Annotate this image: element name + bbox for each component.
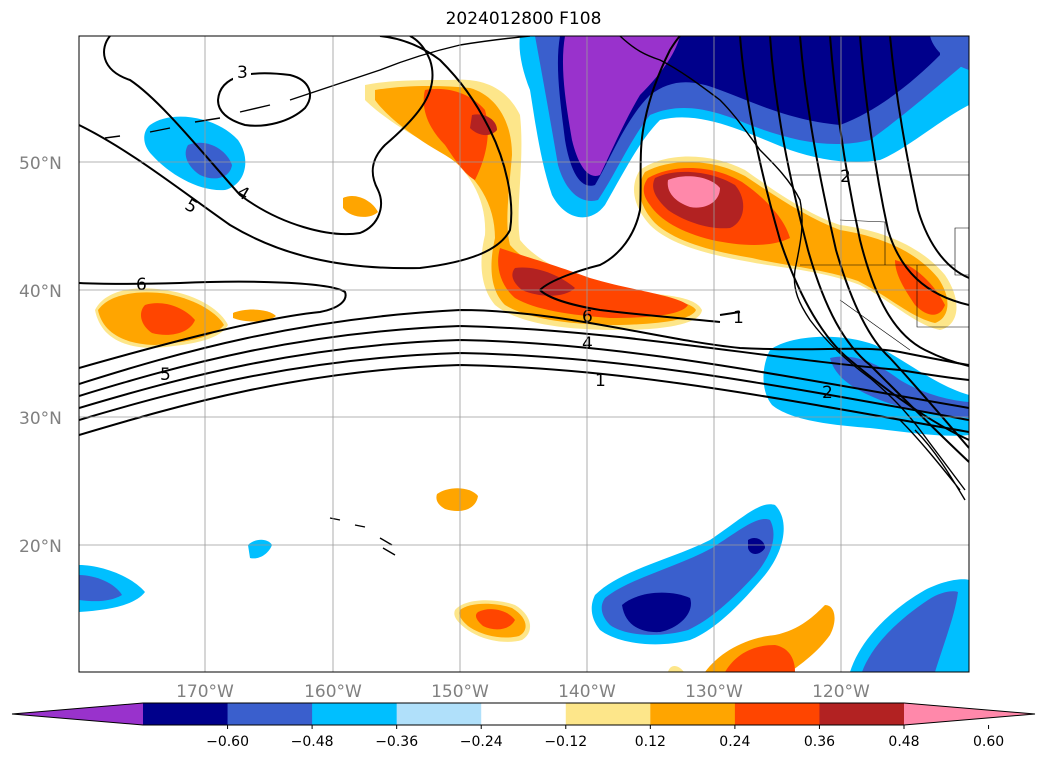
colorbar-outline bbox=[11, 702, 1036, 726]
lon-label: 140°W bbox=[558, 682, 616, 702]
lat-label: 30°N bbox=[19, 409, 62, 429]
contour-line bbox=[859, 36, 969, 306]
lat-label: 20°N bbox=[19, 537, 62, 557]
negative-anomaly-south-core bbox=[622, 592, 691, 633]
colorbar-swatch bbox=[143, 703, 229, 725]
contour-line bbox=[769, 36, 969, 463]
contour-label: 1 bbox=[733, 308, 744, 328]
height-contours bbox=[79, 36, 969, 463]
alaska-coast bbox=[289, 36, 531, 101]
colorbar-swatch bbox=[565, 703, 651, 725]
colorbar-swatch bbox=[396, 703, 482, 725]
positive-anomaly-south-red bbox=[725, 645, 795, 672]
map-title: 2024012800 F108 bbox=[445, 9, 602, 29]
colorbar-tick-label: 0.48 bbox=[888, 734, 919, 750]
lon-label: 120°W bbox=[812, 682, 870, 702]
contour-label: 2 bbox=[840, 167, 851, 187]
colorbar-swatch bbox=[819, 703, 905, 725]
contour-line bbox=[79, 338, 969, 409]
contour-label: 4 bbox=[582, 334, 593, 354]
positive-anomaly-ne-red2 bbox=[895, 260, 945, 315]
contour-line bbox=[799, 36, 969, 449]
positive-anomaly-spot-3 bbox=[436, 488, 478, 512]
colorbar-tick-label: 0.36 bbox=[804, 734, 835, 750]
contour-label: 2 bbox=[822, 383, 833, 403]
lon-label: 170°W bbox=[176, 682, 234, 702]
colorbar-tick-label: 0.60 bbox=[973, 734, 1004, 750]
contour-line bbox=[889, 36, 969, 279]
lon-label: 160°W bbox=[304, 682, 362, 702]
positive-anomaly-south-yellow bbox=[668, 666, 684, 672]
contour-label: 6 bbox=[582, 307, 593, 327]
contour-line bbox=[79, 351, 969, 421]
negative-anomaly-south-core2 bbox=[748, 537, 765, 554]
longitude-labels: 170°W 160°W 150°W 140°W 130°W 120°W bbox=[176, 682, 870, 702]
colorbar-swatch bbox=[312, 703, 398, 725]
contour-line bbox=[739, 36, 969, 441]
coastlines bbox=[104, 36, 966, 556]
colorbar-tick-label: −0.36 bbox=[375, 734, 418, 750]
colorbar-tick-label: −0.24 bbox=[460, 734, 503, 750]
negative-anomaly-spot bbox=[248, 539, 272, 559]
border-interior-4 bbox=[954, 227, 969, 276]
colorbar-tick-label: 0.12 bbox=[635, 734, 666, 750]
colorbar-swatch bbox=[227, 703, 313, 725]
contour-line bbox=[79, 363, 969, 436]
contour-label-bg bbox=[233, 62, 251, 80]
gridlines bbox=[79, 36, 969, 672]
contour-line bbox=[79, 36, 513, 270]
negative-anomaly-west-edge-core bbox=[79, 575, 122, 602]
contour-label: 3 bbox=[237, 63, 248, 83]
lat-label: 40°N bbox=[19, 282, 62, 302]
colorbar-swatch bbox=[481, 703, 567, 725]
baja-coast bbox=[899, 419, 966, 501]
colorbar-tick-label: −0.60 bbox=[206, 734, 249, 750]
aleutian-islands bbox=[104, 104, 271, 139]
negative-anomaly-ne bbox=[930, 36, 969, 70]
contour-line bbox=[79, 324, 969, 397]
lon-label: 130°W bbox=[685, 682, 743, 702]
positive-anomaly-ne-peak bbox=[667, 176, 720, 208]
positive-anomaly-central-red1 bbox=[423, 88, 488, 180]
contour-label: 5 bbox=[160, 365, 171, 385]
colorbar-extend-low bbox=[12, 703, 143, 725]
positive-anomaly-spot-2 bbox=[233, 309, 276, 322]
lat-label: 50°N bbox=[19, 154, 62, 174]
positive-anomaly-spot-1 bbox=[343, 195, 378, 217]
contour-line bbox=[103, 36, 434, 236]
positive-anomaly-central-red2 bbox=[498, 248, 688, 318]
colorbar-tick-label: −0.48 bbox=[291, 734, 334, 750]
colorbar-tick-label: −0.12 bbox=[544, 734, 587, 750]
colorbar: −0.60 −0.48 −0.36 −0.24 −0.12 0.12 0.24 0.36 0.4… bbox=[11, 702, 1036, 750]
colorbar-swatch bbox=[734, 703, 820, 725]
colorbar-tick-label: 0.24 bbox=[719, 734, 750, 750]
positive-anomaly-south-central-red bbox=[475, 609, 515, 630]
contour-line bbox=[79, 280, 347, 369]
colorbar-swatch bbox=[650, 703, 736, 725]
border-interior-3 bbox=[916, 265, 969, 328]
north-america-coast bbox=[619, 36, 966, 491]
negative-anomaly-north-extreme bbox=[562, 36, 680, 176]
positive-anomaly-central-core2 bbox=[512, 267, 575, 296]
positive-anomaly-west-red bbox=[140, 303, 195, 335]
contour-line bbox=[719, 311, 741, 316]
contour-line bbox=[829, 36, 969, 367]
positive-anomaly-south bbox=[705, 605, 835, 672]
border-interior-2 bbox=[839, 299, 911, 351]
contour-line bbox=[539, 289, 721, 323]
latitude-labels: 50°N 40°N 30°N 20°N bbox=[19, 154, 62, 557]
contour-label: 1 bbox=[595, 371, 606, 391]
contour-line bbox=[539, 36, 681, 291]
contour-label: 6 bbox=[136, 275, 147, 295]
map-panel: 3 4 5 6 5 6 4 1 2 2 1 bbox=[79, 36, 969, 672]
map-frame bbox=[78, 35, 970, 673]
negative-anomaly-se-corner-core bbox=[862, 591, 958, 672]
contour-line bbox=[79, 308, 969, 385]
colorbar-extend-high bbox=[904, 703, 1035, 725]
lon-label: 150°W bbox=[431, 682, 489, 702]
hawaii bbox=[329, 517, 396, 556]
